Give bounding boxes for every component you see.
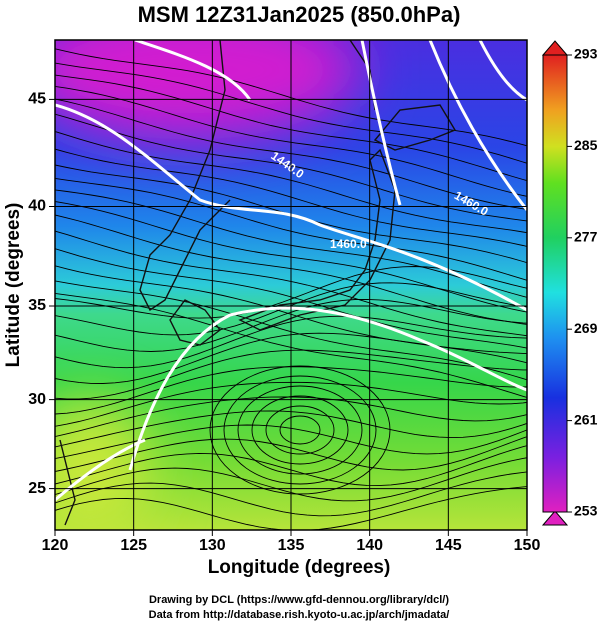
- eddy: [279, 415, 321, 445]
- streamline: [55, 177, 527, 281]
- streamline: [55, 280, 527, 381]
- x-tick-label: 120: [42, 537, 69, 554]
- x-tick-label: 150: [514, 537, 541, 554]
- streamline: [55, 266, 527, 319]
- streamline: [55, 471, 527, 517]
- streamline: [55, 85, 527, 197]
- streamline: [55, 410, 527, 448]
- streamline: [55, 148, 527, 247]
- colorbar-min-arrow: [541, 510, 569, 526]
- eddy: [251, 395, 349, 465]
- colorbar-tick-label: 285: [574, 137, 598, 153]
- x-tick-label: 145: [435, 537, 462, 554]
- eddy: [223, 375, 377, 485]
- colorbar-tick-label: 261: [574, 411, 598, 427]
- streamline: [55, 214, 527, 325]
- colorbar-bar: [542, 54, 568, 513]
- streamline: [55, 424, 527, 460]
- streamline: [55, 131, 527, 234]
- streamline: [55, 292, 527, 398]
- streamlines: [55, 48, 527, 530]
- streamline: [55, 315, 527, 369]
- streamline: [55, 265, 527, 364]
- x-tick-label: 125: [120, 537, 147, 554]
- streamline: [55, 436, 527, 472]
- streamline: [55, 381, 527, 427]
- graticule: [55, 40, 527, 530]
- y-tick-label: 45: [28, 91, 46, 108]
- contour-label: 1460.0: [330, 237, 367, 251]
- eddy: [237, 385, 363, 475]
- credit: Data from http://database.rish.kyoto-u.a…: [149, 609, 450, 621]
- colorbar: 253 261 269 277 285 293: [541, 40, 598, 526]
- map-field: 1440.0 1460.0 1460.0: [55, 40, 527, 530]
- contours: [55, 40, 527, 502]
- colorbar-tick-label: 293: [574, 46, 598, 62]
- colorbar-tick-label: 269: [574, 320, 598, 336]
- colorbar-tick-label: 253: [574, 503, 598, 519]
- streamline: [55, 457, 527, 502]
- title: MSM 12Z31Jan2025 (850.0hPa): [138, 2, 461, 27]
- streamline: [55, 74, 527, 182]
- x-tick-label: 135: [278, 537, 305, 554]
- x-axis-label: Longitude (degrees): [208, 557, 391, 578]
- streamline: [55, 332, 527, 384]
- colorbar-max-arrow: [541, 40, 569, 56]
- x-tick-label: 130: [199, 537, 226, 554]
- streamline: [55, 113, 527, 222]
- y-tick-label: 25: [28, 480, 46, 497]
- streamline: [55, 349, 527, 400]
- colorbar-tick-label: 277: [574, 229, 598, 245]
- warm-area: [55, 400, 150, 530]
- eddy: [265, 405, 335, 455]
- y-tick-label: 30: [28, 391, 46, 408]
- streamline: [55, 248, 527, 349]
- streamline: [55, 98, 527, 210]
- axis-ticks: 120 125 130 135 140 145 150 25 30 35 40 45: [28, 91, 540, 555]
- credit: Drawing by DCL (https://www.gfd-dennou.o…: [149, 594, 449, 606]
- y-tick-label: 40: [28, 198, 46, 215]
- x-tick-label: 140: [356, 537, 383, 554]
- y-tick-label: 35: [28, 297, 46, 314]
- y-axis-label: Latitude (degrees): [3, 203, 24, 368]
- eddy: [209, 365, 391, 495]
- streamline: [55, 230, 527, 337]
- streamline: [55, 445, 527, 487]
- streamline: [55, 62, 527, 164]
- streamline: [55, 486, 527, 530]
- streamline: [55, 189, 527, 298]
- streamline: [55, 298, 527, 352]
- streamline: [55, 201, 527, 313]
